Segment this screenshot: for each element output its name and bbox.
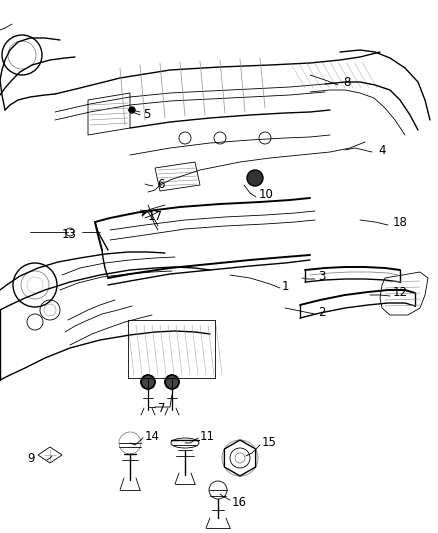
Text: 14: 14 xyxy=(145,431,160,443)
Text: 9: 9 xyxy=(27,451,35,464)
Text: 16: 16 xyxy=(232,496,247,508)
Circle shape xyxy=(129,107,135,113)
Circle shape xyxy=(165,375,179,389)
Text: 13: 13 xyxy=(62,229,77,241)
Text: 18: 18 xyxy=(393,215,408,229)
Text: 2: 2 xyxy=(318,305,325,319)
Text: 4: 4 xyxy=(378,143,385,157)
Text: 3: 3 xyxy=(318,271,325,284)
Text: 17: 17 xyxy=(148,211,163,223)
Text: 12: 12 xyxy=(393,287,408,300)
Text: 11: 11 xyxy=(200,431,215,443)
Circle shape xyxy=(141,375,155,389)
Text: 7: 7 xyxy=(158,401,166,415)
Circle shape xyxy=(247,170,263,186)
Text: 1: 1 xyxy=(282,280,290,294)
Text: 6: 6 xyxy=(157,179,165,191)
Text: 15: 15 xyxy=(262,437,277,449)
Text: 8: 8 xyxy=(343,76,350,88)
Text: 5: 5 xyxy=(143,108,150,120)
Text: 10: 10 xyxy=(259,189,274,201)
